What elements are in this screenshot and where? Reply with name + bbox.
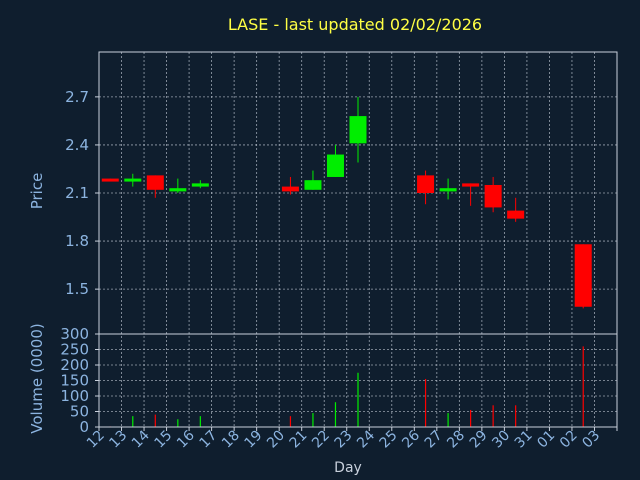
- candle-body: [349, 116, 367, 144]
- candle-body: [124, 178, 142, 182]
- day-tick-label: 25: [377, 428, 401, 452]
- day-tick-label: 01: [534, 428, 558, 452]
- day-tick-label: 24: [354, 427, 378, 451]
- price-tick-label: 1.8: [65, 232, 89, 250]
- price-tick-label: 1.5: [65, 280, 89, 298]
- volume-tick-label: 300: [60, 325, 89, 343]
- candle-body: [191, 183, 209, 187]
- day-tick-label: 23: [332, 428, 356, 452]
- grid-layer: [99, 52, 617, 427]
- day-tick-label: 20: [264, 428, 288, 452]
- day-tick-label: 16: [174, 427, 198, 451]
- x-axis-label: Day: [334, 460, 362, 476]
- day-tick-label: 22: [309, 428, 333, 452]
- day-tick-label: 26: [399, 427, 423, 451]
- price-tick-label: 2.4: [65, 136, 89, 154]
- price-tick-label: 2.1: [65, 184, 89, 202]
- candle-body: [146, 175, 164, 190]
- volume-tick-label: 150: [60, 372, 89, 390]
- day-tick-label: 27: [422, 428, 446, 452]
- day-tick-label: 28: [444, 428, 468, 452]
- price-axis-label: Price: [28, 173, 46, 210]
- day-tick-label: 30: [489, 428, 513, 452]
- candle-body: [281, 186, 299, 192]
- candle-body: [304, 180, 322, 190]
- day-tick-label: 18: [219, 428, 243, 452]
- candle-body: [439, 188, 457, 192]
- volume-tick-label: 100: [60, 387, 89, 405]
- day-tick-label: 31: [512, 428, 536, 452]
- chart-title: LASE - last updated 02/02/2026: [228, 15, 482, 34]
- volume-axis-label: Volume (0000): [28, 323, 46, 433]
- day-tick-label: 13: [106, 428, 130, 452]
- day-tick-label: 17: [197, 428, 221, 452]
- candle-body: [101, 178, 119, 182]
- marks-layer: [101, 96, 592, 427]
- candle-body: [484, 184, 502, 208]
- candle-body: [574, 244, 592, 307]
- candle-body: [417, 175, 435, 193]
- candle-body: [326, 154, 344, 177]
- candle-body: [169, 188, 187, 192]
- volume-tick-label: 200: [60, 356, 89, 374]
- volume-tick-label: 250: [60, 341, 89, 359]
- candle-body: [507, 210, 525, 219]
- volume-tick-label: 50: [70, 403, 89, 421]
- candle-body: [462, 183, 480, 187]
- day-tick-label: 02: [557, 428, 581, 452]
- day-tick-label: 19: [242, 428, 266, 452]
- day-tick-label: 03: [579, 428, 603, 452]
- day-tick-label: 15: [151, 428, 175, 452]
- day-tick-label: 14: [129, 427, 153, 451]
- day-tick-label: 29: [467, 428, 491, 452]
- price-tick-label: 2.7: [65, 88, 89, 106]
- volume-tick-label: 0: [79, 418, 89, 436]
- day-tick-label: 21: [287, 428, 311, 452]
